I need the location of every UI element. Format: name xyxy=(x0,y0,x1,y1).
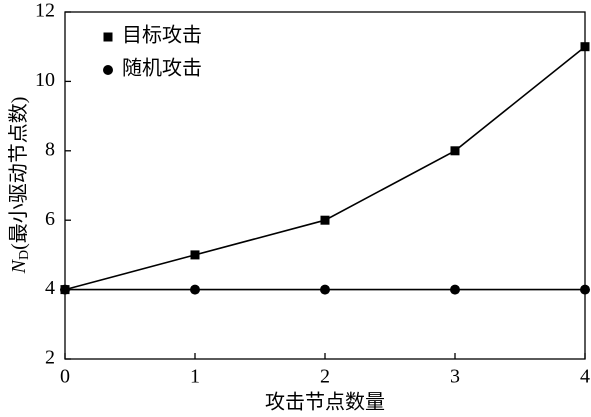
x-tick-label: 4 xyxy=(580,366,590,388)
y-label-text: (最小驱动节点数) xyxy=(7,97,30,250)
legend-marker xyxy=(103,65,113,75)
legend-label: 随机攻击 xyxy=(122,57,202,80)
y-tick-label: 4 xyxy=(45,277,55,299)
y-tick-label: 10 xyxy=(35,69,55,91)
marker xyxy=(580,284,590,295)
marker xyxy=(60,284,70,295)
y-axis-label: ND(最小驱动节点数) xyxy=(7,97,33,275)
marker xyxy=(450,146,460,156)
x-axis-label: 攻击节点数量 xyxy=(265,391,385,414)
y-label-subscript: D xyxy=(17,250,32,260)
series-line xyxy=(64,46,586,291)
x-tick-label: 0 xyxy=(60,366,70,388)
x-tick-label: 2 xyxy=(320,366,330,388)
marker xyxy=(450,284,460,295)
marker xyxy=(580,42,590,52)
marker xyxy=(190,250,200,260)
marker xyxy=(320,215,330,225)
legend-label: 目标攻击 xyxy=(122,24,202,47)
x-tick-label: 3 xyxy=(450,366,460,388)
y-tick-label: 6 xyxy=(45,208,55,230)
marker xyxy=(190,284,200,295)
x-tick-label: 1 xyxy=(190,366,200,388)
y-tick-label: 12 xyxy=(35,0,55,22)
y-tick-label: 2 xyxy=(45,347,55,369)
y-label-symbol: N xyxy=(8,258,30,274)
legend-marker xyxy=(103,32,113,42)
marker xyxy=(320,284,330,295)
y-tick-label: 8 xyxy=(45,138,55,160)
